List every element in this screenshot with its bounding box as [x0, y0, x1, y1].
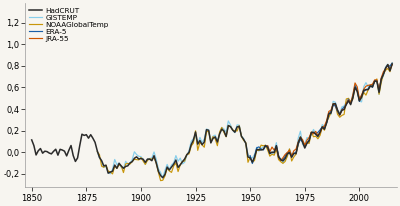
HadCRUT — [390, 63, 394, 65]
HadCRUT — [261, 148, 266, 151]
NOAAGlobalTemp — [158, 179, 163, 182]
Legend: HadCRUT, GISTEMP, NOAAGlobalTemp, ERA-5, JRA-55: HadCRUT, GISTEMP, NOAAGlobalTemp, ERA-5,… — [29, 7, 110, 42]
Line: JRA-55: JRA-55 — [268, 64, 392, 160]
GISTEMP — [340, 106, 344, 108]
ERA-5 — [361, 90, 366, 93]
JRA-55 — [372, 79, 377, 81]
JRA-55 — [390, 63, 394, 66]
JRA-55 — [359, 94, 364, 96]
JRA-55 — [265, 144, 270, 147]
ERA-5 — [285, 151, 290, 154]
Line: ERA-5: ERA-5 — [250, 63, 392, 164]
HadCRUT — [385, 63, 390, 66]
ERA-5 — [250, 162, 255, 165]
HadCRUT — [29, 139, 34, 141]
HadCRUT — [160, 177, 165, 179]
ERA-5 — [381, 73, 386, 75]
GISTEMP — [374, 79, 379, 82]
GISTEMP — [211, 135, 216, 137]
GISTEMP — [95, 150, 100, 153]
JRA-55 — [278, 159, 283, 162]
Line: HadCRUT: HadCRUT — [32, 64, 392, 178]
HadCRUT — [130, 160, 134, 163]
JRA-55 — [298, 136, 303, 139]
ERA-5 — [390, 62, 394, 64]
GISTEMP — [390, 62, 394, 64]
NOAAGlobalTemp — [95, 151, 100, 153]
HadCRUT — [370, 86, 375, 88]
NOAAGlobalTemp — [337, 116, 342, 118]
ERA-5 — [294, 151, 298, 154]
JRA-55 — [296, 141, 301, 143]
ERA-5 — [261, 149, 266, 151]
JRA-55 — [350, 94, 355, 96]
JRA-55 — [385, 63, 390, 66]
NOAAGlobalTemp — [211, 135, 216, 138]
NOAAGlobalTemp — [130, 160, 134, 163]
GISTEMP — [337, 112, 342, 115]
Line: GISTEMP: GISTEMP — [97, 63, 392, 178]
NOAAGlobalTemp — [374, 78, 379, 80]
NOAAGlobalTemp — [390, 62, 394, 64]
GISTEMP — [160, 177, 165, 179]
GISTEMP — [130, 158, 134, 161]
GISTEMP — [335, 108, 340, 111]
Line: NOAAGlobalTemp: NOAAGlobalTemp — [97, 63, 392, 181]
NOAAGlobalTemp — [335, 113, 340, 116]
HadCRUT — [38, 147, 43, 150]
ERA-5 — [311, 132, 316, 134]
ERA-5 — [248, 154, 252, 157]
HadCRUT — [272, 151, 276, 154]
NOAAGlobalTemp — [340, 114, 344, 117]
